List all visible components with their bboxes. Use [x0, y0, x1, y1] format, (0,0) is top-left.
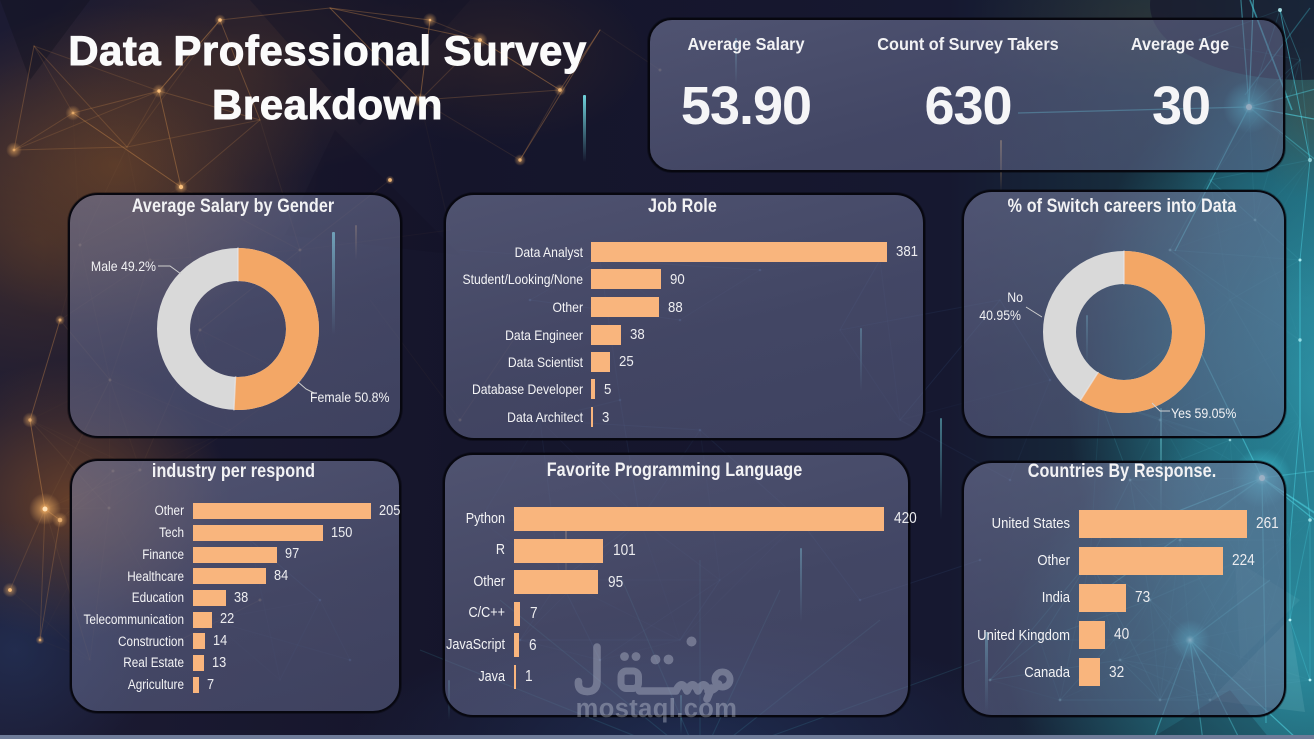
svg-text:mostaql.com: mostaql.com — [576, 695, 738, 723]
